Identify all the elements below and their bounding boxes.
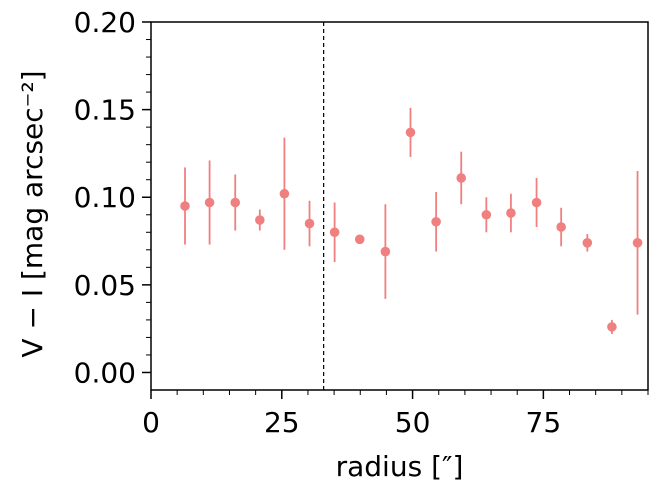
data-point bbox=[456, 173, 467, 183]
data-point bbox=[230, 197, 241, 208]
data-point bbox=[405, 127, 416, 138]
data-point bbox=[431, 216, 441, 227]
y-axis-label: V − I [mag arcsec⁻²] bbox=[16, 70, 49, 357]
y-tick-label: 0.20 bbox=[74, 6, 136, 39]
plot-frame bbox=[150, 21, 649, 391]
plot-area bbox=[180, 22, 643, 390]
x-tick-label: 75 bbox=[526, 406, 562, 439]
y-tick-label: 0.05 bbox=[74, 269, 136, 302]
data-point bbox=[556, 222, 566, 232]
y-tick-label: 0.00 bbox=[74, 356, 136, 389]
x-axis: 0 25 50 75 bbox=[142, 390, 649, 439]
y-axis: 0.00 0.05 0.10 0.15 0.20 bbox=[74, 6, 151, 389]
data-point bbox=[632, 238, 643, 248]
data-point bbox=[255, 215, 265, 225]
data-point bbox=[380, 246, 391, 257]
data-point bbox=[607, 322, 617, 332]
x-axis-label: radius [″] bbox=[336, 450, 464, 483]
data-point bbox=[481, 209, 492, 220]
data-point bbox=[180, 201, 190, 211]
x-tick-label: 0 bbox=[142, 406, 160, 439]
data-point bbox=[279, 188, 290, 199]
data-point bbox=[354, 234, 365, 245]
y-tick-label: 0.15 bbox=[74, 94, 136, 127]
y-tick-label: 0.10 bbox=[74, 181, 136, 214]
x-tick-label: 50 bbox=[395, 406, 431, 439]
data-point bbox=[506, 208, 516, 218]
x-tick-label: 25 bbox=[264, 406, 300, 439]
data-point bbox=[582, 238, 593, 248]
data-point bbox=[204, 197, 215, 208]
data-point bbox=[329, 227, 340, 238]
data-point bbox=[304, 218, 315, 229]
data-point bbox=[531, 197, 542, 208]
